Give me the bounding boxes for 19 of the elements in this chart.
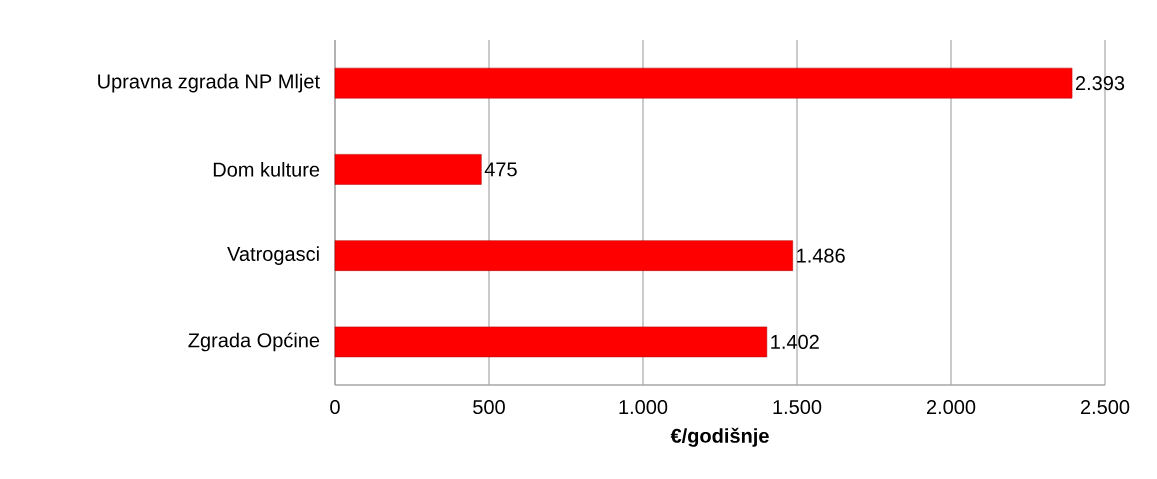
x-tick-label: 1.000 <box>619 399 668 415</box>
bar <box>334 67 1073 99</box>
data-label: 2.393 <box>1075 76 1125 91</box>
data-label: 1.486 <box>797 248 845 263</box>
x-tick-label: 1.500 <box>773 399 822 415</box>
data-label: 1.402 <box>771 334 819 349</box>
bar <box>334 240 793 271</box>
y-tick-label: Upravna zgrada NP Mljet <box>98 73 320 93</box>
x-tick-label: 2.000 <box>926 399 976 415</box>
bar <box>334 154 482 185</box>
data-label: 475 <box>484 162 517 177</box>
x-tick-label: 2.500 <box>1080 399 1130 415</box>
x-tick-label: 0 <box>330 399 340 415</box>
y-tick-label: Vatrogasci <box>227 246 319 265</box>
x-tick-label: 500 <box>473 399 505 415</box>
x-axis-title: €/godišnje <box>670 427 769 447</box>
y-tick-label: Zgrada Općine <box>188 332 320 352</box>
bar <box>334 326 768 358</box>
y-tick-label: Dom kulture <box>213 162 320 177</box>
